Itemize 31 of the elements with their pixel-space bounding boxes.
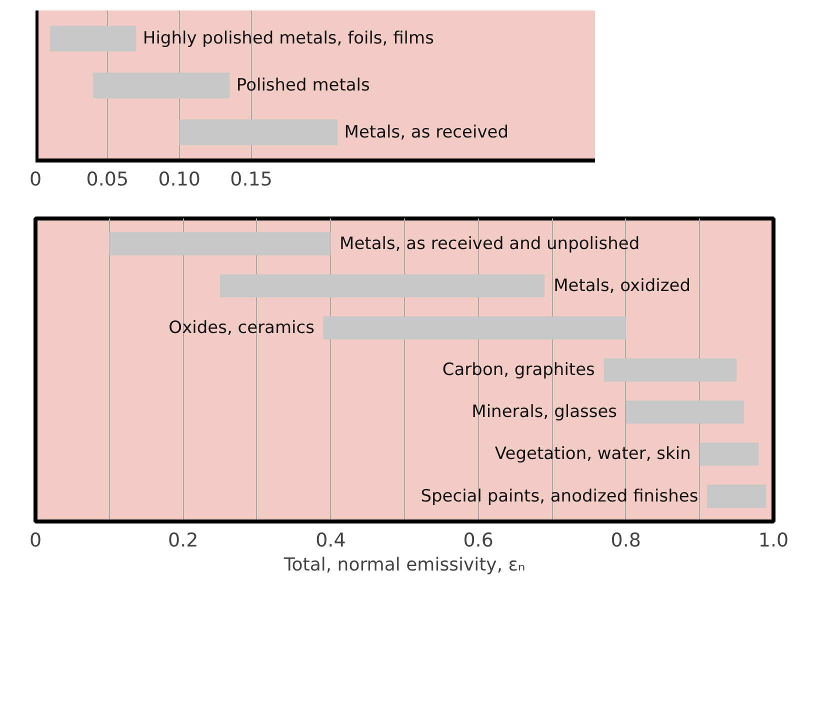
category-label: Carbon, graphites (442, 360, 595, 380)
x-tick-label: 0.8 (610, 530, 642, 552)
category-label: Minerals, glasses (472, 402, 618, 422)
y-tick-label: Metals, as received (344, 122, 509, 142)
bar (626, 400, 744, 424)
x-tick-label: 0 (29, 168, 42, 190)
bar (700, 442, 759, 466)
category-label: Metals, oxidized (554, 276, 691, 296)
x-tick-label: 0.2 (168, 530, 198, 552)
bar (109, 232, 331, 256)
category-label: Oxides, ceramics (168, 318, 314, 338)
x-tick-label: 0.15 (230, 168, 272, 190)
x-tick-label: 0 (29, 530, 42, 552)
x-tick-label: 0.10 (158, 168, 201, 190)
x-tick-label: 1.0 (758, 530, 789, 552)
bar (604, 358, 737, 382)
bar (50, 26, 136, 52)
y-tick-label: Polished metals (236, 76, 370, 96)
x-tick-label: 0.6 (463, 530, 494, 552)
x-axis-title: Total, normal emissivity, εₙ (282, 554, 526, 576)
bar (707, 484, 766, 508)
bar (323, 316, 626, 340)
category-label: Vegetation, water, skin (494, 444, 691, 464)
bar (93, 72, 230, 98)
category-label: Special paints, anodized finishes (420, 486, 698, 506)
x-tick-label: 0.05 (86, 168, 129, 190)
bar (179, 119, 338, 146)
bar (220, 274, 545, 298)
y-tick-label: Highly polished metals, foils, films (142, 28, 434, 49)
x-tick-label: 0.4 (316, 530, 346, 552)
category-label: Metals, as received and unpolished (340, 234, 640, 254)
